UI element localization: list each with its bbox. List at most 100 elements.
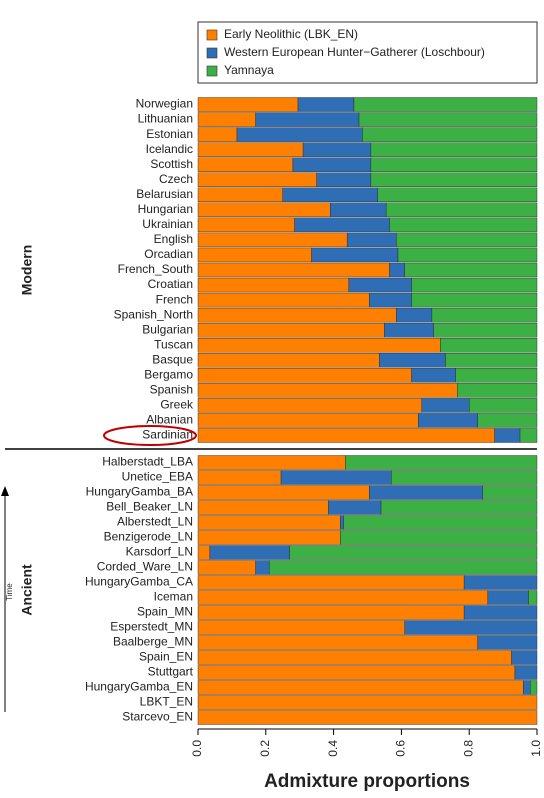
bar-segment xyxy=(197,262,390,278)
bar-segment xyxy=(379,353,446,368)
bar-segment xyxy=(431,307,538,323)
y-tick-label: English xyxy=(154,232,193,246)
legend-swatch xyxy=(206,65,218,77)
y-tick-label: Starcevo_EN xyxy=(122,710,193,724)
bar-segment xyxy=(370,142,538,157)
bar-segment xyxy=(197,620,405,635)
y-tick-label: French xyxy=(156,292,193,306)
bar-segment xyxy=(389,217,538,233)
x-tick-label: 0.0 xyxy=(190,740,204,757)
bar-segment xyxy=(523,680,531,695)
bar-segment xyxy=(197,605,465,620)
x-axis-title: Admixture proportions xyxy=(264,771,470,792)
y-tick-label: LBKT_EN xyxy=(140,695,193,709)
bar-segment xyxy=(340,515,344,530)
bar-segment xyxy=(370,172,538,187)
bar-segment xyxy=(311,247,399,263)
bar-segment xyxy=(197,97,299,112)
bar-segment xyxy=(197,575,465,590)
bar-segment xyxy=(330,202,387,218)
bar-segment xyxy=(397,247,538,263)
bar-segment xyxy=(197,680,524,695)
bar-segment xyxy=(343,515,538,530)
y-tick-label: Spanish_North xyxy=(114,307,193,321)
bar-segment xyxy=(514,665,538,680)
y-tick-label: Bulgarian xyxy=(142,322,193,336)
bar-segment xyxy=(487,590,529,605)
bar-segment xyxy=(197,470,282,485)
bar-segment xyxy=(340,530,538,545)
bar-segment xyxy=(380,500,538,515)
y-tick-label: Spain_MN xyxy=(137,605,193,619)
y-tick-label: Iceman xyxy=(154,590,193,604)
bar-segment xyxy=(370,157,538,172)
bar-segment xyxy=(346,232,397,248)
bar-segment xyxy=(197,368,412,383)
bar-segment xyxy=(463,605,538,620)
bar-segment xyxy=(348,277,412,293)
bar-segment xyxy=(482,485,538,500)
y-tick-label: Belarusian xyxy=(136,187,193,201)
y-tick-label: HungaryGamba_CA xyxy=(85,575,193,589)
bar-segment xyxy=(197,695,538,710)
bar-segment xyxy=(197,455,346,470)
bar-segment xyxy=(197,590,489,605)
bar-segment xyxy=(384,322,434,338)
y-tick-label: Karsdorf_LN xyxy=(126,545,193,559)
bar-segment xyxy=(411,277,538,293)
bar-segment xyxy=(469,398,538,413)
bar-segment xyxy=(404,620,538,635)
y-tick-label: Alberstedt_LN xyxy=(117,515,193,529)
x-tick-label: 1.0 xyxy=(529,740,543,757)
bar-segment xyxy=(197,413,419,428)
bar-segment xyxy=(197,353,380,368)
y-tick-label: Czech xyxy=(159,172,193,186)
y-tick-label: Spanish xyxy=(150,383,193,397)
bar-segment xyxy=(197,337,441,353)
bar-segment xyxy=(197,277,350,293)
legend-label: Western European Hunter−Gatherer (Loschb… xyxy=(224,45,485,59)
y-tick-label: Bergamo xyxy=(144,367,193,381)
bar-segment xyxy=(197,172,317,187)
y-tick-label: Unetice_EBA xyxy=(122,470,193,484)
bar-segment xyxy=(391,470,538,485)
x-tick-label: 0.6 xyxy=(394,740,408,757)
group-label: Ancient xyxy=(19,564,35,616)
bar-segment xyxy=(389,262,405,278)
y-tick-label: Stuttgart xyxy=(148,665,194,679)
bar-segment xyxy=(411,292,538,308)
bar-segment xyxy=(418,413,478,428)
bar-segment xyxy=(197,650,512,665)
bar-segment xyxy=(455,368,538,383)
bar-segment xyxy=(440,337,538,353)
y-tick-label: Estonian xyxy=(146,127,193,141)
bar-segment xyxy=(345,455,538,470)
bar-segment xyxy=(197,142,304,157)
bar-segment xyxy=(197,217,295,233)
y-tick-label: Croatian xyxy=(148,277,193,291)
bar-segment xyxy=(255,560,270,575)
bar-segment xyxy=(197,530,341,545)
bar-segment xyxy=(236,127,363,142)
y-tick-label: Icelandic xyxy=(146,142,193,156)
legend-swatch xyxy=(206,47,218,59)
bar-segment xyxy=(197,545,211,560)
highlight-ring xyxy=(103,424,197,447)
bar-segment xyxy=(197,127,238,142)
y-tick-label: Greek xyxy=(160,398,194,412)
bar-segment xyxy=(368,485,483,500)
y-tick-label: Basque xyxy=(152,352,193,366)
y-tick-label: Hungarian xyxy=(138,202,193,216)
x-tick-label: 0.4 xyxy=(326,740,340,757)
bar-segment xyxy=(255,112,360,127)
y-tick-label: HungaryGamba_BA xyxy=(86,485,193,499)
bar-segment xyxy=(209,545,290,560)
bar-segment xyxy=(463,575,538,590)
y-tick-label: Baalberge_MN xyxy=(113,635,193,649)
bar-segment xyxy=(197,485,370,500)
bar-segment xyxy=(197,710,538,725)
bar-segment xyxy=(302,142,372,157)
legend-label: Yamnaya xyxy=(224,63,274,77)
bar-segment xyxy=(197,307,397,323)
bar-segment xyxy=(328,500,382,515)
